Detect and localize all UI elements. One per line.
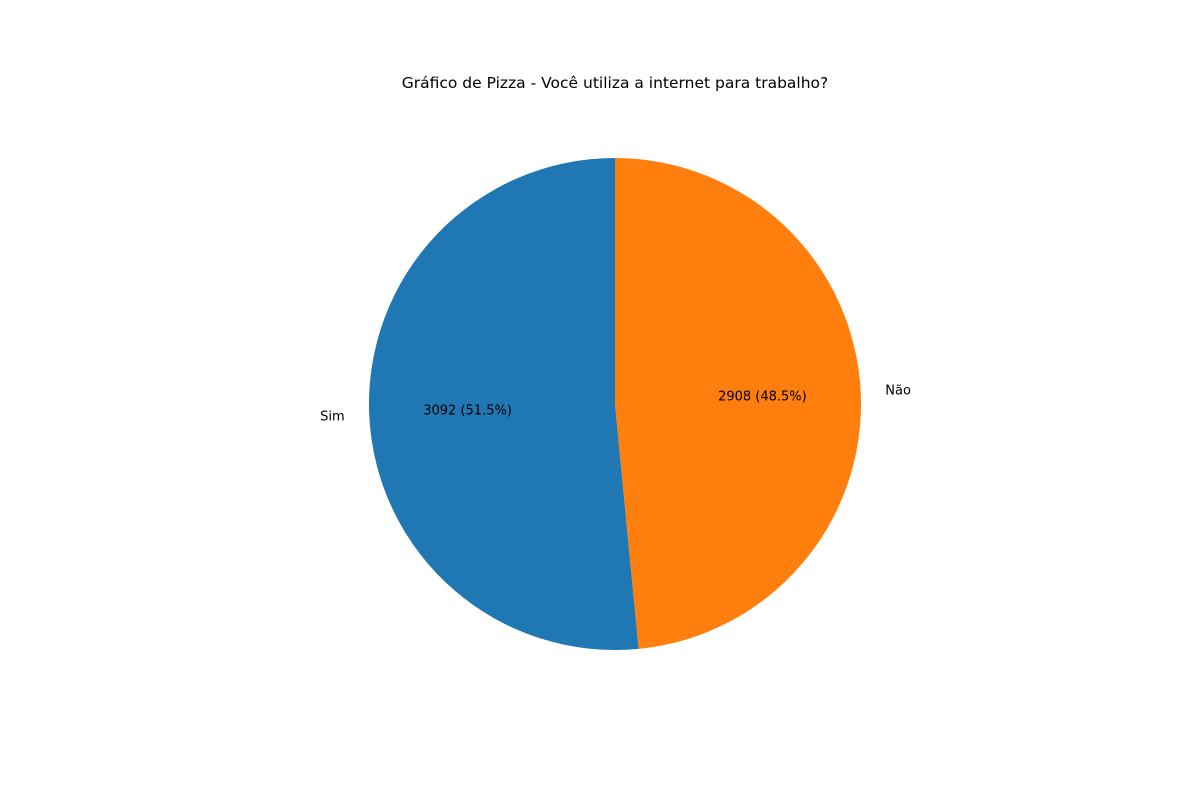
chart-title: Gráfico de Pizza - Você utiliza a intern… [402, 74, 829, 92]
slice-value-label-sim: 3092 (51.5%) [423, 404, 512, 419]
slice-value-label-não: 2908 (48.5%) [718, 389, 807, 404]
pie-slice-não [615, 158, 861, 649]
slice-label-sim: Sim [320, 410, 345, 425]
slice-label-não: Não [885, 383, 911, 398]
slices-layer [368, 158, 861, 650]
pie-slice-sim [368, 158, 639, 650]
labels-layer: Sim 3092 (51.5%) Não 2908 (48.5%) [320, 383, 911, 424]
